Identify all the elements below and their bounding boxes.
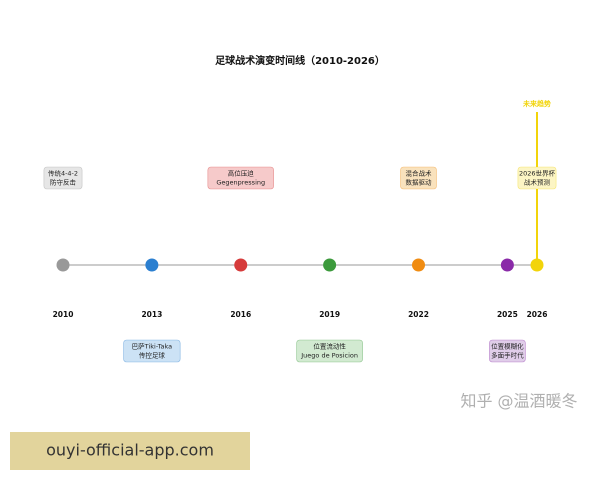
banner-bg	[10, 432, 250, 470]
event-box	[400, 166, 437, 190]
event-label: Gegenpressing	[216, 179, 265, 187]
annotation: 未来趋势	[523, 99, 551, 108]
event-label: 数据驱动	[406, 178, 433, 187]
event-box	[489, 339, 526, 363]
banner-text: ouyi-official-app.com	[46, 441, 214, 460]
event-label: 高位压迫	[228, 169, 255, 178]
event-label: 防守反击	[50, 178, 77, 187]
event-label: 混合战术	[406, 169, 433, 178]
year-label: 2013	[141, 310, 162, 319]
event-box	[43, 166, 83, 190]
chart-title: 足球战术演变时间线（2010-2026）	[215, 54, 385, 67]
year-label: 2022	[408, 310, 429, 319]
event-label: 传控足球	[139, 351, 166, 360]
event-box	[123, 339, 181, 363]
event-dot	[234, 258, 248, 272]
event-label: 传统4-4-2	[48, 169, 78, 178]
year-label: 2016	[230, 310, 251, 319]
event-dot	[56, 258, 70, 272]
year-label: 2019	[319, 310, 340, 319]
event-dot	[145, 258, 159, 272]
event-label: Juego de Posicion	[300, 352, 358, 360]
event-dot	[530, 258, 544, 272]
event-dot	[323, 258, 337, 272]
watermark: 知乎 @温酒暖冬	[460, 392, 577, 411]
event-box	[207, 166, 274, 190]
event-label: 位置模糊化	[491, 342, 524, 351]
event-box	[517, 166, 557, 190]
event-dot	[412, 258, 425, 272]
year-label: 2025	[497, 310, 518, 319]
event-label: 位置流动性	[313, 342, 346, 351]
event-dot	[500, 258, 514, 272]
year-label: 2010	[53, 310, 74, 319]
event-box	[296, 339, 363, 363]
event-label: 多面手时代	[491, 351, 524, 360]
event-label: 战术预测	[524, 178, 551, 187]
year-label: 2026	[527, 310, 548, 319]
event-label: 巴萨Tiki-Taka	[132, 342, 172, 351]
event-label: 2026世界杯	[519, 169, 556, 178]
